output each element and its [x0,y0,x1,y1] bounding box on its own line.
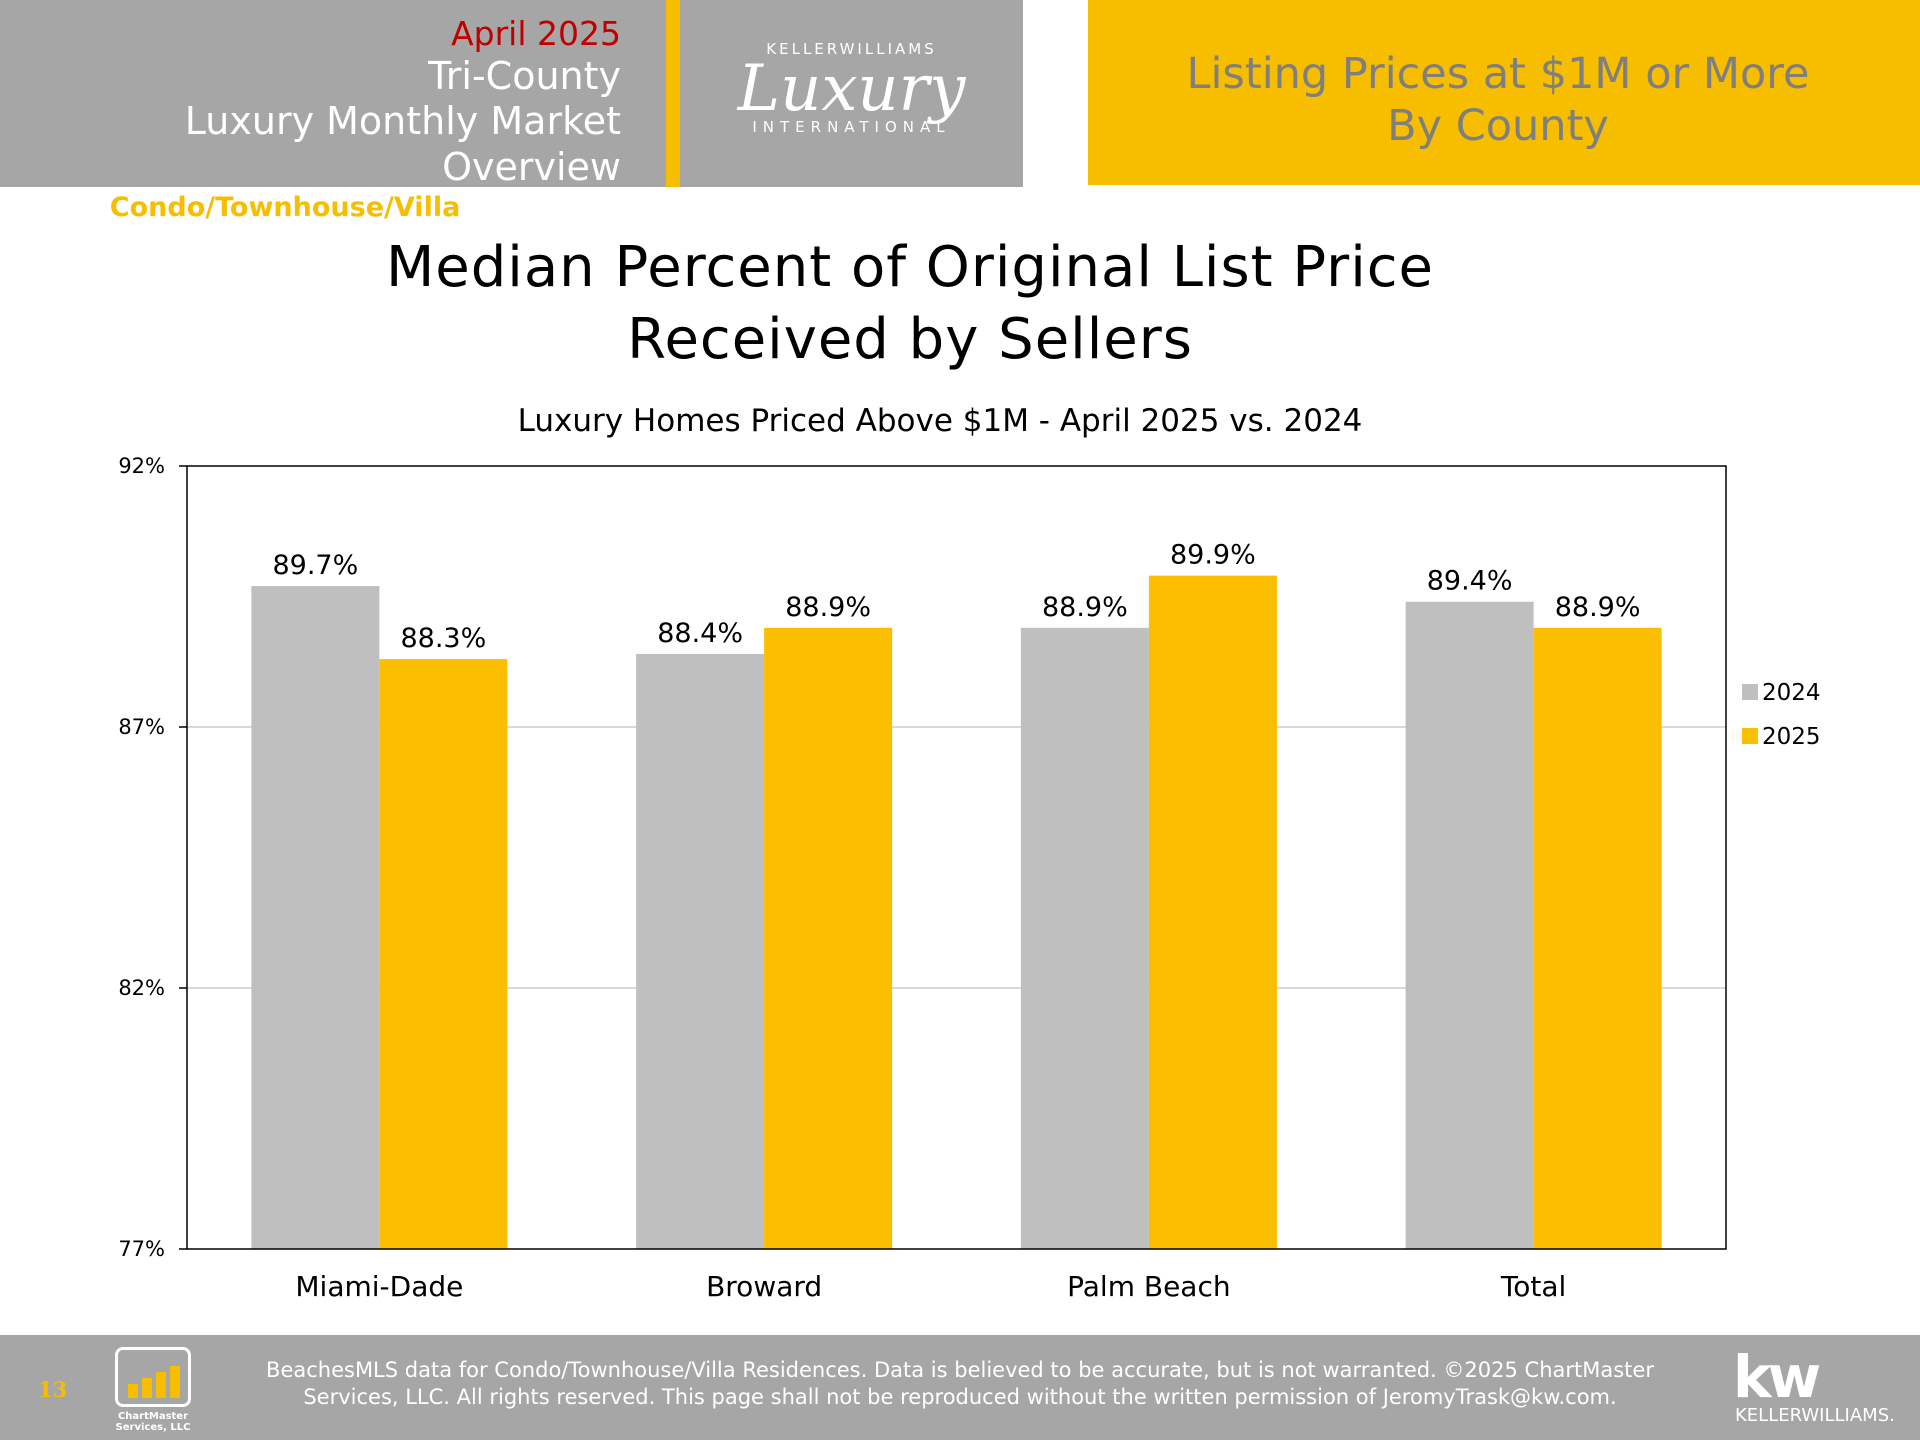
luxury-logo: KELLERWILLIAMS Luxury INTERNATIONAL [680,0,1023,187]
region-name: Tri-County [428,53,621,98]
bar-2025 [1533,627,1662,1249]
plot-frame [186,465,1727,1250]
banner-line-2: By County [1387,101,1609,152]
x-tick-label: Broward [706,1270,822,1303]
logo-bar [170,1366,180,1398]
property-type: Condo/Townhouse/Villa [109,192,461,224]
page-number: 13 [38,1377,68,1402]
disclaimer-line-1: BeachesMLS data for Condo/Townhouse/Vill… [266,1358,1654,1382]
y-tick-label: 82% [118,976,165,1000]
data-label: 88.9% [785,592,871,623]
logo-international: INTERNATIONAL [752,118,951,136]
footer: 13 ChartMaster Services, LLC BeachesMLS … [0,1335,1920,1440]
x-tick-label: Total [1500,1270,1566,1303]
data-label: 88.4% [657,618,743,649]
bar-2024 [636,653,765,1249]
banner-text: Listing Prices at $1M or More By County [1088,48,1908,153]
y-tick-label: 77% [118,1237,165,1261]
bar-2024 [1020,627,1149,1249]
y-tick-label: 92% [118,454,165,478]
x-tick-label: Palm Beach [1067,1270,1230,1303]
header-text-block: April 2025 Tri-County Luxury Monthly Mar… [0,14,621,225]
data-label: 89.4% [1427,566,1513,597]
kw-logo: kw [1733,1343,1821,1411]
logo-luxury: Luxury [737,52,966,126]
bar-chart: 77% 82% 87% 92% 89.7% 88.3% Miami-Dade 88.4% 88.… [118,454,1821,1303]
chartmaster-logo-text: ChartMaster Services, LLC [108,1411,198,1433]
data-label: 89.9% [1170,540,1256,571]
bar-2025 [1148,575,1277,1249]
banner: Listing Prices at $1M or More By County [1088,0,1920,185]
legend-label-2024: 2024 [1762,680,1821,706]
header-divider [666,0,680,187]
logo-bar [142,1378,152,1398]
property-type-line: Condo/Townhouse/Villa Residences [0,192,621,224]
disclaimer: BeachesMLS data for Condo/Townhouse/Vill… [250,1357,1670,1411]
bar-2025 [764,627,893,1249]
data-label: 88.9% [1042,592,1128,623]
report-name: Luxury Monthly Market Overview [184,99,621,189]
header-panel: April 2025 Tri-County Luxury Monthly Mar… [0,0,666,223]
chartmaster-name: ChartMaster [117,1411,189,1422]
logo-bar [156,1372,166,1398]
bar-2025 [379,659,508,1249]
report-date: April 2025 [451,14,621,53]
chartmaster-logo-icon [115,1347,191,1407]
x-tick-label: Miami-Dade [295,1270,463,1303]
chart-title: Median Percent of Original List Price Re… [0,232,1820,376]
disclaimer-line-2: Services, LLC. All rights reserved. This… [303,1385,1617,1409]
legend-swatch-2025 [1742,728,1758,744]
kw-wordmark: KELLERWILLIAMS. [1735,1405,1895,1426]
legend-label-2025: 2025 [1762,724,1821,750]
y-tick-label: 87% [118,715,165,739]
data-label: 88.3% [400,623,486,654]
chart-title-line-2: Received by Sellers [627,307,1193,372]
property-suffix: Residences [460,192,621,224]
bar-2024 [251,586,380,1249]
banner-line-1: Listing Prices at $1M or More [1186,49,1810,99]
legend-swatch-2024 [1742,684,1758,700]
logo-brand: KELLERWILLIAMS [766,40,937,58]
data-label: 88.9% [1555,592,1641,623]
chart-subtitle: Luxury Homes Priced Above $1M - April 20… [517,403,1363,439]
logo-bar [128,1384,138,1398]
data-label: 89.7% [272,550,358,581]
chart-title-line-1: Median Percent of Original List Price [385,235,1434,300]
chartmaster-company: Services, LLC [115,1422,191,1433]
bar-2024 [1405,601,1534,1249]
